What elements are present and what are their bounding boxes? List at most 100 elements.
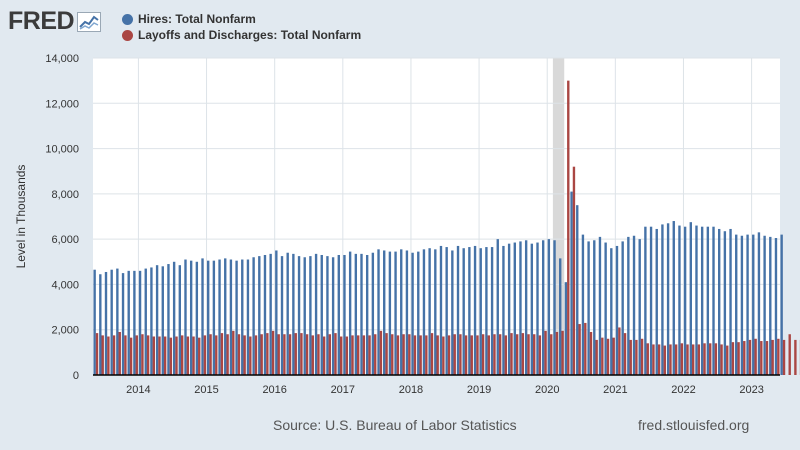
bar-layoffs xyxy=(430,333,434,375)
bar-layoffs xyxy=(771,339,774,375)
bar-hires xyxy=(417,251,420,375)
bar-layoffs xyxy=(782,339,786,375)
bar-hires xyxy=(184,259,187,375)
bar-hires xyxy=(99,274,102,375)
bar-hires xyxy=(638,239,641,375)
bar-hires xyxy=(695,225,698,375)
bar-hires xyxy=(229,259,233,375)
legend-label-layoffs: Layoffs and Discharges: Total Nonfarm xyxy=(138,28,362,42)
bar-layoffs xyxy=(408,334,411,375)
y-tick-label: 6,000 xyxy=(51,234,79,246)
bar-layoffs xyxy=(112,335,116,375)
bar-hires xyxy=(121,273,125,375)
bar-layoffs xyxy=(243,335,246,375)
y-tick-label: 12,000 xyxy=(45,98,79,110)
bar-hires xyxy=(757,232,761,375)
bar-hires xyxy=(241,259,244,375)
bar-layoffs xyxy=(283,334,286,375)
bar-layoffs xyxy=(385,333,388,375)
bar-hires xyxy=(394,251,397,375)
bar-hires xyxy=(263,254,267,375)
bar-layoffs xyxy=(533,334,536,375)
bar-layoffs xyxy=(425,335,428,375)
bar-layoffs xyxy=(691,344,695,375)
bar-hires xyxy=(138,270,142,375)
bar-hires xyxy=(422,249,426,375)
legend-marker-layoffs xyxy=(122,29,133,41)
bar-layoffs xyxy=(777,338,780,375)
bar-layoffs xyxy=(544,330,547,375)
bar-hires xyxy=(275,250,278,375)
bar-hires xyxy=(513,242,516,375)
bar-hires xyxy=(627,236,630,375)
bar-layoffs xyxy=(419,335,422,375)
bar-layoffs xyxy=(635,339,638,375)
bar-hires xyxy=(218,259,221,375)
bar-hires xyxy=(292,253,295,375)
bar-layoffs xyxy=(657,344,661,375)
bar-layoffs xyxy=(765,341,769,375)
y-tick-label: 0 xyxy=(73,370,79,382)
y-tick-label: 8,000 xyxy=(51,189,79,201)
bar-layoffs xyxy=(731,342,735,375)
bar-layoffs xyxy=(652,344,655,375)
bar-layoffs xyxy=(339,336,343,375)
bar-hires xyxy=(689,222,692,375)
fred-logo[interactable]: FRED xyxy=(8,7,102,36)
bar-layoffs xyxy=(368,335,371,375)
bar-hires xyxy=(774,238,778,375)
fred-url-link[interactable]: fred.stlouisfed.org xyxy=(638,417,750,433)
bar-hires xyxy=(167,264,170,375)
bar-layoffs xyxy=(118,331,121,375)
bar-hires xyxy=(320,254,323,375)
y-tick-label: 10,000 xyxy=(45,144,79,156)
bar-layoffs xyxy=(754,338,757,375)
bar-layoffs xyxy=(493,334,496,375)
bar-hires xyxy=(485,247,488,375)
bar-hires xyxy=(530,243,534,375)
bar-hires xyxy=(678,225,681,375)
bar-hires xyxy=(661,224,664,375)
bar-layoffs xyxy=(453,334,456,375)
bar-layoffs xyxy=(220,333,224,375)
bar-layoffs xyxy=(288,334,292,375)
bar-hires xyxy=(445,247,448,375)
bar-layoffs xyxy=(737,342,740,375)
bar-hires xyxy=(502,245,505,375)
bar-hires xyxy=(462,248,465,375)
bar-hires xyxy=(258,256,261,375)
bar-layoffs xyxy=(498,334,502,375)
bar-hires xyxy=(576,205,579,375)
x-tick-label: 2021 xyxy=(603,384,627,396)
bar-hires xyxy=(541,240,545,375)
bar-hires xyxy=(649,226,653,375)
bar-hires xyxy=(155,265,159,375)
bar-layoffs xyxy=(163,336,167,375)
bar-layoffs xyxy=(561,330,564,375)
bar-hires xyxy=(314,253,318,375)
bar-hires xyxy=(178,265,182,375)
bar-hires xyxy=(752,234,755,375)
bar-layoffs xyxy=(703,343,706,375)
bar-hires xyxy=(621,241,624,375)
bar-hires xyxy=(644,226,647,375)
bar-hires xyxy=(133,270,136,375)
bar-hires xyxy=(127,270,130,375)
bar-layoffs xyxy=(101,335,104,375)
bar-hires xyxy=(360,253,363,375)
bar-layoffs xyxy=(714,343,718,375)
bar-hires xyxy=(479,248,482,375)
bar-layoffs xyxy=(300,333,303,375)
bar-layoffs xyxy=(680,343,684,375)
bar-hires xyxy=(593,240,596,375)
bar-hires xyxy=(309,256,312,375)
bar-hires xyxy=(212,260,216,375)
legend-item-hires[interactable]: Hires: Total Nonfarm xyxy=(122,11,361,27)
bar-layoffs xyxy=(606,338,610,375)
bar-layoffs xyxy=(226,334,229,375)
legend-item-layoffs[interactable]: Layoffs and Discharges: Total Nonfarm xyxy=(122,27,361,43)
bar-layoffs xyxy=(124,335,127,375)
bar-layoffs xyxy=(107,336,110,375)
bar-hires xyxy=(723,231,727,375)
bar-layoffs xyxy=(215,335,218,375)
